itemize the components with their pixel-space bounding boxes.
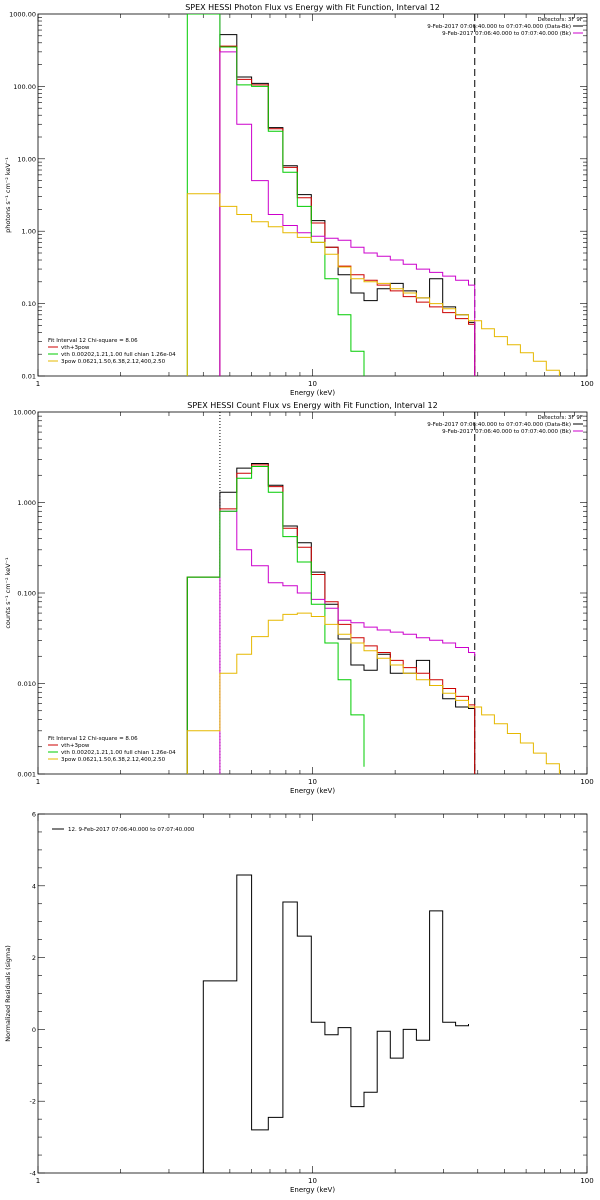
- fit-legend-entry: vth+3pow: [61, 345, 90, 351]
- fit-legend-header: Fit Interval 12 Chi-square = 8.06: [48, 736, 138, 742]
- y-tick-label: 6: [32, 811, 36, 819]
- fit-legend-entry: 3pow 0.0621,1.50,6.38,2.12,400,2.50: [61, 757, 166, 763]
- legend-entry-label: 9-Feb-2017 07:06:40.000 to 07:07:40.000 …: [442, 31, 571, 37]
- y-tick-label: 100.00: [13, 83, 36, 91]
- residual-legend-label: 12. 9-Feb-2017 07:06:40.000 to 07:07:40.…: [68, 827, 195, 833]
- series-group: [186, 463, 560, 774]
- x-axis-label: Energy (keV): [290, 389, 335, 397]
- x-tick-label: 1: [36, 778, 40, 786]
- legend-title: Detectors: 3F 9F: [537, 415, 583, 421]
- chart-title: SPEX HESSI Photon Flux vs Energy with Fi…: [185, 3, 440, 12]
- fit-legend-entry: vth 0.00202,1.21,1.00 full chian 1.26e-0…: [61, 352, 176, 358]
- series-line-3pow: [186, 193, 560, 376]
- legend-entry-label: 9-Feb-2017 07:06:40.000 to 07:07:40.000 …: [427, 422, 571, 428]
- y-axis-label: counts s⁻¹ cm⁻² keV⁻¹: [4, 557, 12, 629]
- x-axis-label: Energy (keV): [290, 787, 335, 795]
- y-tick-label: 0.001: [17, 771, 36, 779]
- fit-legend-header: Fit Interval 12 Chi-square = 8.06: [48, 338, 138, 344]
- y-tick-label: 2: [32, 954, 36, 962]
- y-tick-label: 1000.00: [9, 11, 36, 19]
- legend-entry-label: 9-Feb-2017 07:06:40.000 to 07:07:40.000 …: [442, 429, 571, 435]
- series-line-vth+3pow: [219, 45, 476, 376]
- y-tick-label: 0.010: [17, 680, 36, 688]
- x-tick-label: 100: [580, 380, 593, 388]
- y-axis-label: photons s⁻¹ cm⁻² keV⁻¹: [4, 157, 12, 233]
- y-tick-label: 10.00: [17, 155, 36, 163]
- fit-legend-entry: vth+3pow: [61, 743, 90, 749]
- fit-legend-entry: vth 0.00202,1.21,1.00 full chian 1.26e-0…: [61, 750, 176, 756]
- series-group: [186, 14, 560, 376]
- legend-entry-label: 9-Feb-2017 07:06:40.000 to 07:07:40.000 …: [427, 24, 571, 30]
- series-line-3pow: [186, 612, 560, 774]
- x-tick-label: 100: [580, 1177, 593, 1185]
- series-line-vth: [186, 14, 365, 376]
- y-tick-label: 0.100: [17, 590, 36, 598]
- chart-panel-1: SPEX HESSI Photon Flux vs Energy with Fi…: [4, 3, 594, 397]
- x-tick-label: 10: [308, 1177, 317, 1185]
- y-axis-label: Normalized Residuals (sigma): [4, 945, 12, 1042]
- y-tick-label: 0.01: [22, 373, 36, 381]
- y-tick-label: 1.000: [17, 499, 36, 507]
- series-line-vth: [186, 466, 365, 774]
- y-tick-label: 10.000: [13, 409, 36, 417]
- x-tick-label: 100: [580, 778, 593, 786]
- chart-panel-3: 1 10 100 -4 -2 0 2 4 6 Energy (keV) Normalized Res…: [4, 811, 594, 1195]
- plot-frame: [37, 411, 588, 775]
- x-axis-label: Energy (keV): [290, 1186, 335, 1194]
- chart-panel-2: SPEX HESSI Count Flux vs Energy with Fit…: [4, 401, 594, 795]
- plot-frame: [37, 813, 588, 1174]
- chart-title: SPEX HESSI Count Flux vs Energy with Fit…: [187, 401, 438, 410]
- series-group: [202, 874, 469, 1173]
- y-tick-label: 4: [32, 882, 36, 890]
- series-line-Bk: [219, 51, 476, 376]
- series-line-residuals: [202, 874, 469, 1173]
- x-tick-label: 10: [308, 380, 317, 388]
- plot-frame: [37, 13, 588, 377]
- x-tick-label: 1: [36, 380, 40, 388]
- y-tick-label: 0: [32, 1026, 36, 1034]
- series-line-Data-Bk: [219, 34, 476, 376]
- series-line-Bk: [219, 510, 476, 774]
- y-tick-label: -2: [30, 1098, 36, 1106]
- fit-legend-entry: 3pow 0.0621,1.50,6.38,2.12,400,2.50: [61, 359, 166, 365]
- x-tick-label: 10: [308, 778, 317, 786]
- y-tick-label: -4: [30, 1170, 36, 1178]
- series-line-Data-Bk: [186, 463, 476, 774]
- y-tick-label: 0.10: [22, 300, 36, 308]
- y-tick-label: 1.00: [22, 228, 36, 236]
- x-tick-label: 1: [36, 1177, 40, 1185]
- legend-title: Detectors: 3F 9F: [537, 17, 583, 23]
